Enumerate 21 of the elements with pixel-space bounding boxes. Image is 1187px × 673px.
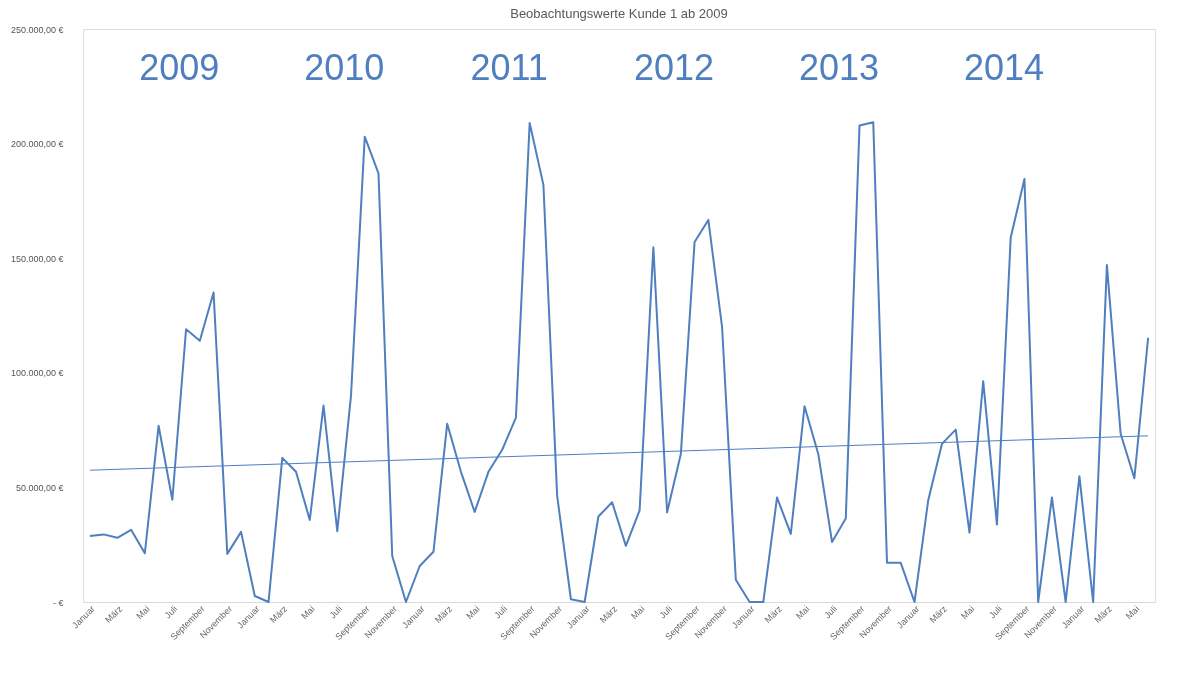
x-tick-label: Mai <box>464 603 482 622</box>
annotation: 2013 <box>798 47 880 88</box>
x-tick-label: Mai <box>629 603 647 622</box>
y-tick-label: 100.000,00 € <box>10 368 64 379</box>
x-tick-label: Mai <box>958 603 977 622</box>
y-tick-label: 50.000,00 € <box>15 482 64 493</box>
annotation: 2011 <box>470 47 548 88</box>
y-tick-label: 250.000,00 € <box>10 24 64 35</box>
x-tick-label: Mai <box>1123 603 1142 622</box>
x-tick-label: Mai <box>134 603 152 622</box>
y-tick-label: - € <box>52 597 64 608</box>
annotation: 2009 <box>139 47 220 88</box>
annotation: 2012 <box>634 47 715 88</box>
x-tick-label: Mai <box>794 603 812 622</box>
x-tick-label: Mai <box>299 603 317 622</box>
line-series <box>88 121 1150 603</box>
y-tick-label: 200.000,00 € <box>10 139 64 150</box>
annotation: 2010 <box>304 47 385 88</box>
annotation: 2014 <box>963 47 1044 88</box>
y-tick-label: 150.000,00 € <box>10 253 64 264</box>
chart-title: Beobachtungswerte Kunde 1 ab 2009 <box>510 6 728 21</box>
